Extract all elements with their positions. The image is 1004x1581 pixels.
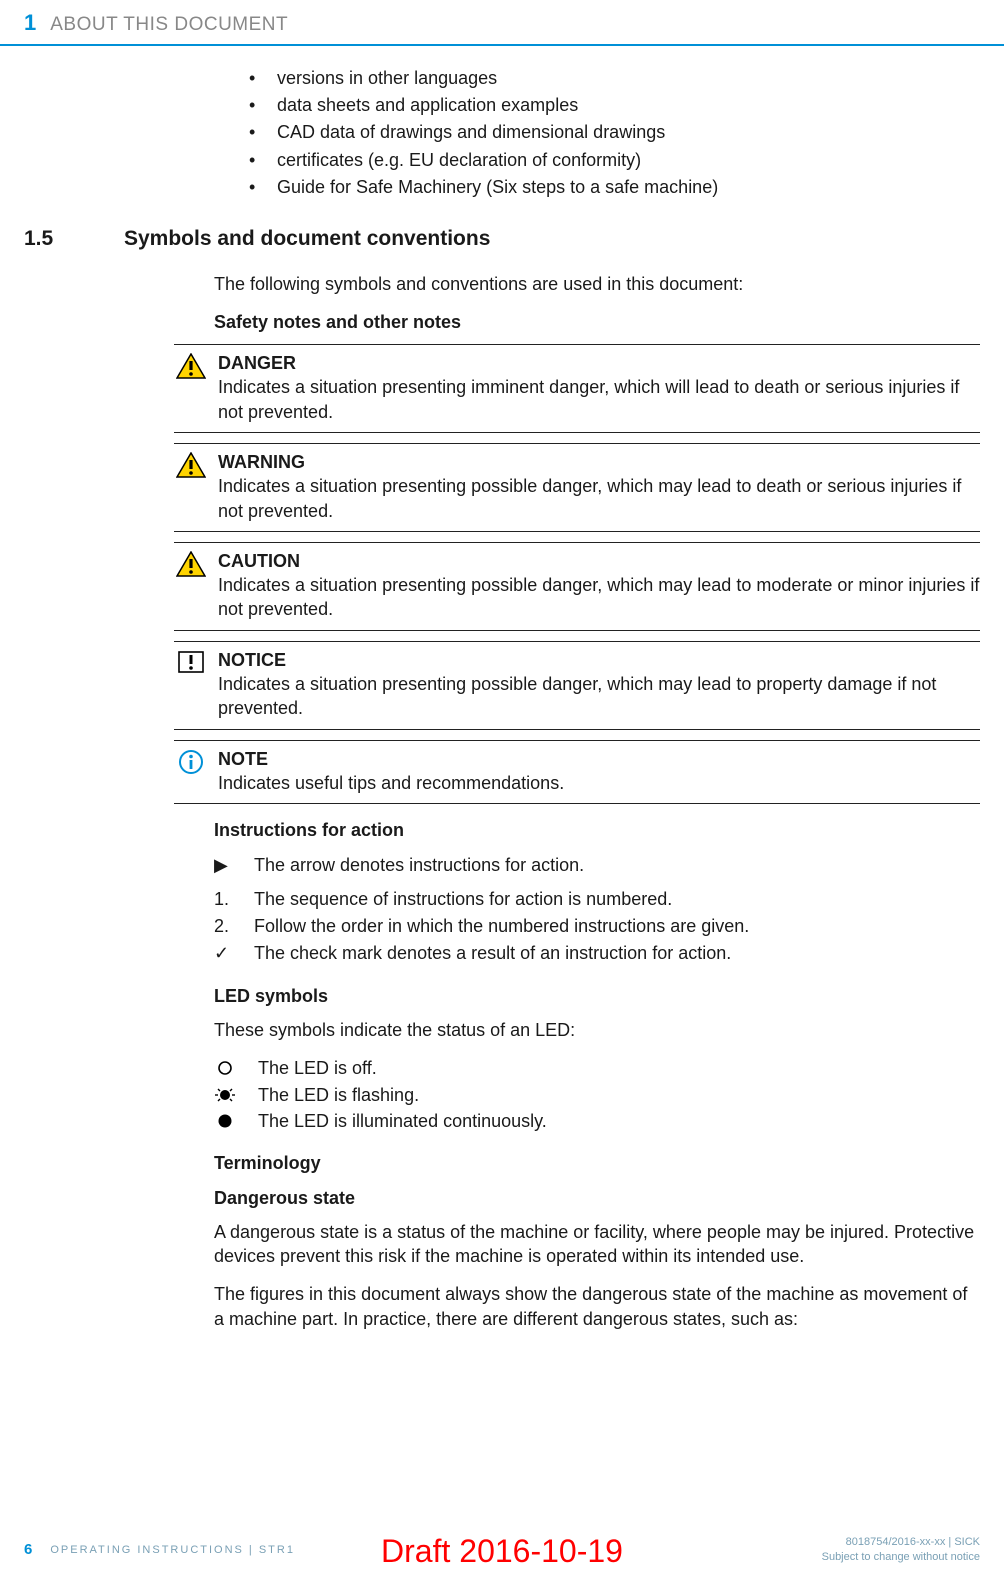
- action-item: 1. The sequence of instructions for acti…: [214, 887, 980, 911]
- note-text: Indicates a situation presenting possibl…: [218, 474, 980, 523]
- chapter-title: ABOUT THIS DOCUMENT: [50, 12, 288, 38]
- section-intro: The following symbols and conventions ar…: [214, 272, 980, 296]
- list-item: CAD data of drawings and dimensional dra…: [239, 120, 980, 144]
- led-intro: These symbols indicate the status of an …: [214, 1018, 980, 1042]
- note-text: Indicates useful tips and recommendation…: [218, 771, 980, 795]
- list-item: Guide for Safe Machinery (Six steps to a…: [239, 175, 980, 199]
- note-label: NOTICE: [218, 648, 980, 672]
- footer-left-text: OPERATING INSTRUCTIONS | STR1: [50, 1543, 295, 1558]
- terminology-heading: Terminology: [214, 1151, 980, 1175]
- warning-triangle-icon: [174, 351, 208, 379]
- list-item: data sheets and application examples: [239, 93, 980, 117]
- step-number: 2.: [214, 914, 236, 938]
- note-danger: DANGER Indicates a situation presenting …: [174, 344, 980, 433]
- section-heading-row: 1.5 Symbols and document conventions: [24, 225, 980, 253]
- safety-notes-heading: Safety notes and other notes: [214, 310, 980, 334]
- led-item-on: The LED is illuminated continuously.: [214, 1109, 980, 1133]
- terminology-para: The figures in this document always show…: [214, 1282, 980, 1331]
- led-text: The LED is off.: [258, 1056, 377, 1080]
- note-text: Indicates a situation presenting possibl…: [218, 672, 980, 721]
- led-text: The LED is flashing.: [258, 1083, 419, 1107]
- note-label: DANGER: [218, 351, 980, 375]
- footer-right: 8018754/2016-xx-xx | SICK Subject to cha…: [822, 1535, 980, 1565]
- section-number: 1.5: [24, 225, 124, 253]
- section-body: The following symbols and conventions ar…: [214, 272, 980, 335]
- led-heading: LED symbols: [214, 984, 980, 1008]
- info-icon: [174, 747, 208, 775]
- action-item: ▶ The arrow denotes instructions for act…: [214, 853, 980, 877]
- action-text: The check mark denotes a result of an in…: [254, 941, 731, 965]
- page-content: versions in other languages data sheets …: [0, 46, 1004, 1331]
- led-on-icon: [214, 1113, 236, 1129]
- chapter-header: 1 ABOUT THIS DOCUMENT: [0, 0, 1004, 46]
- action-text: The arrow denotes instructions for actio…: [254, 853, 584, 877]
- warning-triangle-icon: [174, 549, 208, 577]
- warning-triangle-icon: [174, 450, 208, 478]
- notice-icon: [174, 648, 208, 674]
- action-text: The sequence of instructions for action …: [254, 887, 672, 911]
- note-caution: CAUTION Indicates a situation presenting…: [174, 542, 980, 631]
- note-label: CAUTION: [218, 549, 980, 573]
- terminology-para: A dangerous state is a status of the mac…: [214, 1220, 980, 1269]
- section-title: Symbols and document conventions: [124, 225, 490, 253]
- led-text: The LED is illuminated continuously.: [258, 1109, 547, 1133]
- page-number: 6: [24, 1540, 32, 1560]
- note-text: Indicates a situation presenting possibl…: [218, 573, 980, 622]
- instructions-heading: Instructions for action: [214, 818, 980, 842]
- note-info: NOTE Indicates useful tips and recommend…: [174, 740, 980, 805]
- chapter-number: 1: [24, 8, 36, 38]
- note-notice: NOTICE Indicates a situation presenting …: [174, 641, 980, 730]
- list-item: versions in other languages: [239, 66, 980, 90]
- led-item-flash: The LED is flashing.: [214, 1083, 980, 1107]
- intro-bullet-list: versions in other languages data sheets …: [239, 66, 980, 199]
- action-text: Follow the order in which the numbered i…: [254, 914, 749, 938]
- led-off-icon: [214, 1060, 236, 1076]
- terminology-subheading: Dangerous state: [214, 1186, 980, 1210]
- led-item-off: The LED is off.: [214, 1056, 980, 1080]
- note-text: Indicates a situation presenting imminen…: [218, 375, 980, 424]
- action-item: 2. Follow the order in which the numbere…: [214, 914, 980, 938]
- led-flash-icon: [214, 1087, 236, 1103]
- note-label: WARNING: [218, 450, 980, 474]
- list-item: certificates (e.g. EU declaration of con…: [239, 148, 980, 172]
- note-warning: WARNING Indicates a situation presenting…: [174, 443, 980, 532]
- instructions-block: Instructions for action ▶ The arrow deno…: [214, 818, 980, 1331]
- draft-stamp: Draft 2016-10-19: [381, 1530, 623, 1573]
- arrow-mark: ▶: [214, 853, 236, 877]
- footer-docid: 8018754/2016-xx-xx | SICK: [822, 1535, 980, 1550]
- action-item: ✓ The check mark denotes a result of an …: [214, 941, 980, 965]
- check-mark: ✓: [214, 941, 236, 965]
- note-label: NOTE: [218, 747, 980, 771]
- step-number: 1.: [214, 887, 236, 911]
- footer-notice: Subject to change without notice: [822, 1550, 980, 1565]
